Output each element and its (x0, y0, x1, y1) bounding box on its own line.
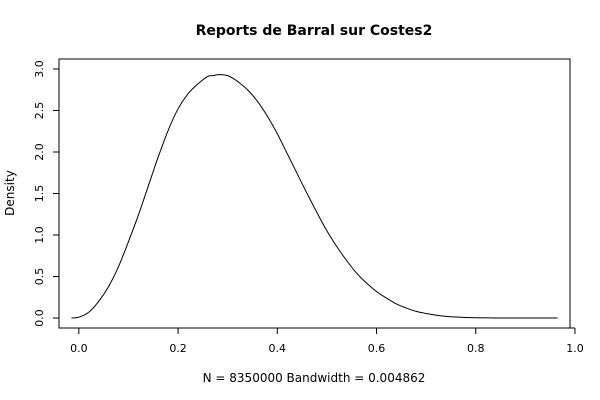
x-axis: 0.0 0.2 0.4 0.6 0.8 1.0 (70, 327, 584, 355)
x-axis-label: N = 8350000 Bandwidth = 0.004862 (203, 371, 426, 385)
x-tick-label: 1.0 (566, 342, 584, 355)
density-curve (71, 74, 558, 319)
y-tick-label: 1.0 (33, 226, 46, 244)
x-tick-label: 0.2 (169, 342, 187, 355)
y-axis-label: Density (3, 170, 17, 216)
y-tick-label: 3.0 (33, 60, 46, 78)
y-tick-label: 0.5 (33, 268, 46, 286)
plot-area-frame (58, 58, 571, 329)
x-tick-label: 0.4 (269, 342, 287, 355)
y-tick-label: 2.0 (33, 143, 46, 161)
chart-title: Reports de Barral sur Costes2 (196, 23, 433, 39)
y-tick-label: 1.5 (33, 185, 46, 203)
x-tick-label: 0.6 (368, 342, 386, 355)
x-tick-label: 0.0 (70, 342, 88, 355)
y-tick-label: 0.0 (33, 309, 46, 327)
x-tick-label: 0.8 (467, 342, 485, 355)
y-tick-label: 2.5 (33, 102, 46, 120)
y-axis: 0.0 0.5 1.0 1.5 2.0 2.5 3.0 (33, 60, 60, 327)
